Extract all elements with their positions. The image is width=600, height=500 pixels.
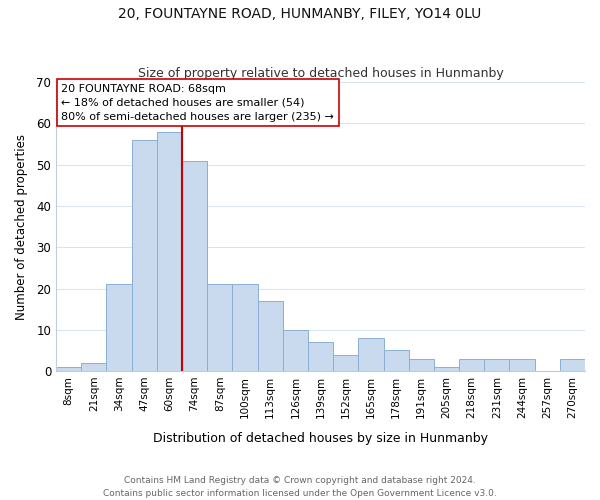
Bar [409,358,434,371]
Bar [207,284,232,371]
Text: Contains HM Land Registry data © Crown copyright and database right 2024.
Contai: Contains HM Land Registry data © Crown c… [103,476,497,498]
Bar [157,132,182,371]
Bar [106,284,131,371]
X-axis label: Distribution of detached houses by size in Hunmanby: Distribution of detached houses by size … [153,432,488,445]
Bar [484,358,509,371]
Bar [459,358,484,371]
Y-axis label: Number of detached properties: Number of detached properties [15,134,28,320]
Text: 20 FOUNTAYNE ROAD: 68sqm
← 18% of detached houses are smaller (54)
80% of semi-d: 20 FOUNTAYNE ROAD: 68sqm ← 18% of detach… [61,84,334,122]
Bar [509,358,535,371]
Bar [283,330,308,371]
Bar [182,160,207,371]
Bar [81,363,106,371]
Bar [383,350,409,371]
Bar [56,367,81,371]
Bar [308,342,333,371]
Title: Size of property relative to detached houses in Hunmanby: Size of property relative to detached ho… [137,66,503,80]
Text: 20, FOUNTAYNE ROAD, HUNMANBY, FILEY, YO14 0LU: 20, FOUNTAYNE ROAD, HUNMANBY, FILEY, YO1… [118,8,482,22]
Bar [333,354,358,371]
Bar [232,284,257,371]
Bar [434,367,459,371]
Bar [358,338,383,371]
Bar [131,140,157,371]
Bar [257,301,283,371]
Bar [560,358,585,371]
